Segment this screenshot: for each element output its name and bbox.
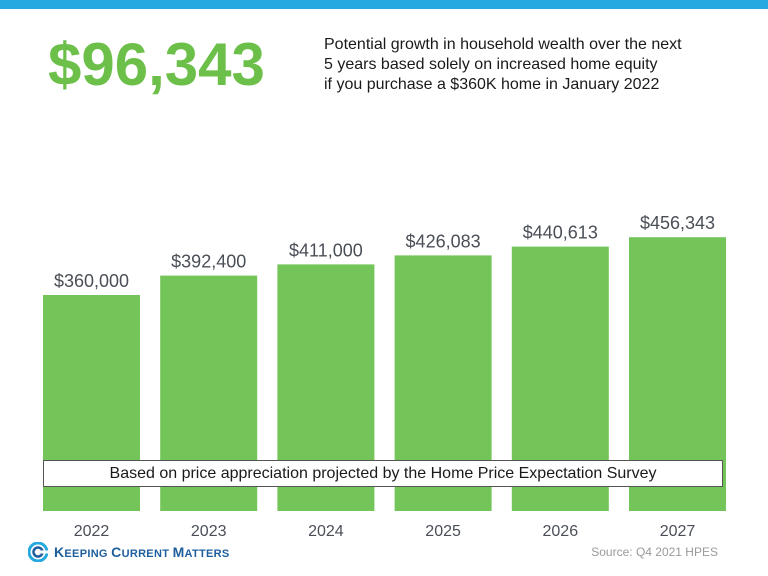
wealth-growth-figure: $96,343 bbox=[48, 31, 265, 98]
headline-line-3: if you purchase a $360K home in January … bbox=[324, 76, 660, 93]
footnote-box: Based on price appreciation projected by… bbox=[43, 460, 723, 487]
logo-wordmark: KEEPING CURRENT MATTERS bbox=[54, 544, 230, 560]
data-label-2026: $440,613 bbox=[523, 223, 598, 243]
x-tick-label-2024: 2024 bbox=[308, 523, 344, 540]
x-tick-label-2022: 2022 bbox=[74, 523, 110, 540]
data-label-2027: $456,343 bbox=[640, 213, 715, 233]
headline-text: Potential growth in household wealth ove… bbox=[324, 35, 744, 95]
source-note: Source: Q4 2021 HPES bbox=[591, 545, 718, 559]
keeping-current-matters-logo: KEEPING CURRENT MATTERS bbox=[28, 541, 230, 563]
headline-line-2: 5 years based solely on increased home e… bbox=[324, 56, 658, 73]
x-tick-label-2025: 2025 bbox=[425, 523, 461, 540]
data-label-2023: $392,400 bbox=[171, 252, 246, 272]
data-label-2025: $426,083 bbox=[406, 231, 481, 251]
x-tick-label-2027: 2027 bbox=[660, 523, 696, 540]
data-label-2024: $411,000 bbox=[289, 240, 363, 260]
data-label-2022: $360,000 bbox=[54, 271, 129, 291]
x-tick-label-2023: 2023 bbox=[191, 523, 227, 540]
headline-line-1: Potential growth in household wealth ove… bbox=[324, 36, 682, 53]
kcm-logo-icon bbox=[28, 542, 48, 562]
x-tick-label-2026: 2026 bbox=[543, 523, 579, 540]
top-accent-bar bbox=[0, 0, 768, 9]
